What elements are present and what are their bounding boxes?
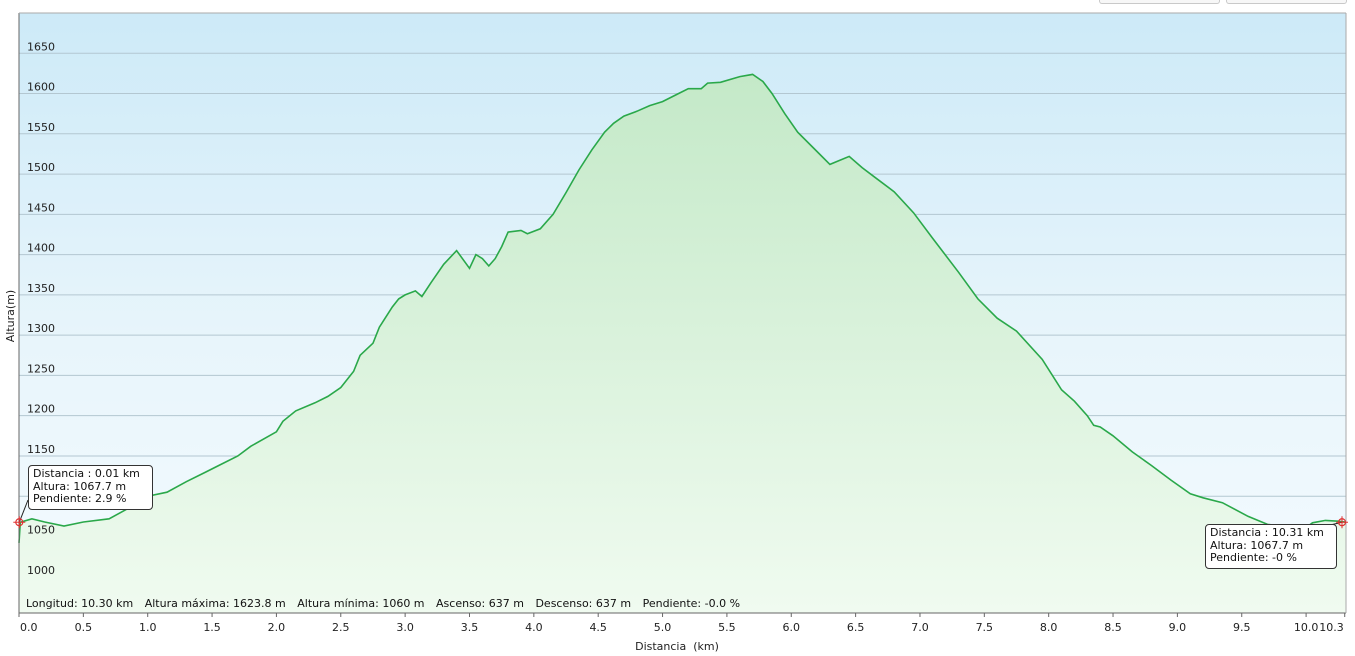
x-tick-label: 4.0 (525, 621, 543, 634)
y-tick-label: 1000 (27, 564, 55, 577)
start-distance: Distancia : 0.01 km (33, 467, 140, 480)
x-tick-label: 7.5 (976, 621, 994, 634)
y-tick-label: 1250 (27, 362, 55, 375)
y-tick-label: 1050 (27, 523, 55, 536)
end-point-marker (1336, 516, 1348, 529)
x-tick-label: 0.0 (20, 621, 38, 634)
y-tick-label: 1650 (27, 40, 55, 53)
x-tick-label: 0.5 (75, 621, 93, 634)
y-tick-label: 1350 (27, 282, 55, 295)
top-toolbar-button-right[interactable] (1226, 0, 1347, 4)
y-tick-label: 1600 (27, 81, 55, 94)
end-altitude: Altura: 1067.7 m (1210, 538, 1304, 552)
x-tick-label: 1.0 (139, 621, 157, 634)
y-tick-label: 1150 (27, 443, 55, 456)
summary-ascent: Ascenso: 637 m (436, 597, 524, 610)
start-altitude: Altura: 1067.7 m (33, 479, 127, 493)
x-tick-label: 6.5 (847, 621, 865, 634)
x-tick-label: 10.0 (1294, 621, 1319, 634)
x-tick-label: 9.5 (1233, 621, 1251, 634)
end-distance: Distancia : 10.31 km (1210, 526, 1324, 539)
y-tick-label: 1200 (27, 403, 55, 416)
x-tick-label: 9.0 (1169, 621, 1187, 634)
start-slope: Pendiente: 2.9 % (33, 492, 127, 505)
start-point-marker (13, 516, 26, 529)
y-axis-title: Altura(m) (4, 290, 17, 342)
x-tick-label: 5.0 (654, 621, 672, 634)
y-tick-label: 1500 (27, 161, 55, 174)
x-tick-label: 7.0 (911, 621, 929, 634)
y-tick-label: 1550 (27, 121, 55, 134)
x-tick-label: 6.0 (783, 621, 801, 634)
summary-descent: Descenso: 637 m (535, 597, 632, 610)
x-tick-label: 4.5 (589, 621, 607, 634)
end-point-info-box: Distancia : 10.31 km Altura: 1067.7 m Pe… (1205, 524, 1337, 569)
summary-slope: Pendiente: -0.0 % (642, 597, 741, 610)
summary-length: Longitud: 10.30 km (26, 597, 134, 610)
x-axis-title: Distancia (km) (635, 640, 719, 653)
start-point-info-box: Distancia : 0.01 km Altura: 1067.7 m Pen… (28, 465, 153, 510)
y-tick-label: 1450 (27, 201, 55, 214)
elevation-line (18, 73, 1347, 543)
x-tick-label: 5.5 (718, 621, 736, 634)
summary-min-altitude: Altura mínima: 1060 m (297, 597, 425, 610)
x-tick-label: 2.5 (332, 621, 350, 634)
x-tick-label: 1.5 (203, 621, 221, 634)
route-summary: Longitud: 10.30 km Altura máxima: 1623.8… (26, 597, 748, 610)
y-tick-label: 1400 (27, 242, 55, 255)
x-tick-label: 3.5 (461, 621, 479, 634)
y-tick-label: 1300 (27, 322, 55, 335)
x-tick-label: 8.0 (1040, 621, 1058, 634)
x-tick-label: 10.3 (1319, 621, 1344, 634)
x-tick-label: 2.0 (268, 621, 286, 634)
end-slope: Pendiente: -0 % (1210, 551, 1297, 564)
summary-max-altitude: Altura máxima: 1623.8 m (144, 597, 286, 610)
x-tick-label: 3.0 (396, 621, 414, 634)
x-tick-label: 8.5 (1104, 621, 1122, 634)
top-toolbar-button-left[interactable] (1099, 0, 1220, 4)
elevation-area (19, 74, 1346, 613)
